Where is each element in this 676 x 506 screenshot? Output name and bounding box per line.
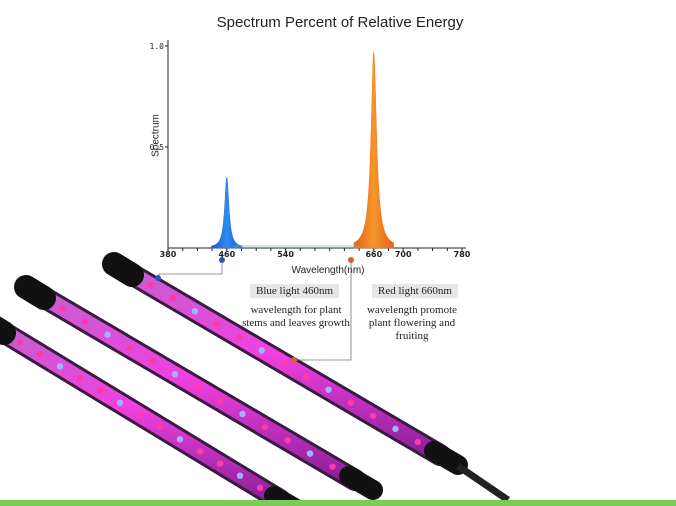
led-dot xyxy=(176,436,184,443)
led-dot xyxy=(236,334,243,341)
y-tick-label: 1.0 xyxy=(150,42,165,51)
led-dot xyxy=(213,321,221,328)
led-dot xyxy=(216,397,224,404)
blue-light-label: Blue light 460nm xyxy=(250,284,339,298)
led-dot xyxy=(76,375,84,382)
led-dot xyxy=(325,386,332,393)
grow-light-tube-2-end-cap xyxy=(14,275,56,310)
blue-desc-line1: wavelength for plant xyxy=(250,304,342,316)
red-desc-line2: plant flowering and fruiting xyxy=(368,317,456,342)
led-dot xyxy=(261,423,269,431)
led-dot xyxy=(116,399,124,407)
x-tick-label: 540 xyxy=(277,250,294,259)
spectrum-peak-red xyxy=(353,52,394,249)
bottom-green-bar xyxy=(0,500,676,506)
led-dot xyxy=(280,360,288,367)
blue-light-description: wavelength for plant stems and leaves gr… xyxy=(236,304,356,330)
led-dot xyxy=(149,357,156,365)
x-axis-label: Wavelength(nm) xyxy=(291,265,365,276)
grow-light-tube-1-base-cap xyxy=(424,441,468,475)
led-dot xyxy=(194,384,201,391)
red-light-description: wavelength promote plant flowering and f… xyxy=(356,304,468,343)
led-dot xyxy=(96,387,104,394)
y-tick-label: 0.5 xyxy=(150,143,165,152)
blue-desc-line2: stems and leaves growth xyxy=(242,317,350,329)
red-light-label: Red light 660nm xyxy=(372,284,458,298)
x-tick-label: 380 xyxy=(160,250,177,259)
led-dot xyxy=(256,484,264,492)
x-tick-label: 700 xyxy=(395,250,412,259)
led-dot xyxy=(369,412,377,419)
led-dot xyxy=(196,448,204,455)
red-peak-marker xyxy=(348,257,354,263)
led-dot xyxy=(147,281,154,289)
led-dot xyxy=(36,351,44,358)
red-desc-line1: wavelength promote xyxy=(366,304,458,316)
x-tick-label: 660 xyxy=(365,250,382,259)
x-tick-label: 780 xyxy=(454,250,471,259)
grow-light-tube-3-end-cap xyxy=(0,316,16,345)
led-dot xyxy=(392,425,399,433)
led-dot xyxy=(104,331,111,338)
blue-callout-line xyxy=(158,262,223,278)
led-dot xyxy=(59,305,66,312)
led-dot xyxy=(258,347,265,354)
x-tick-label: 460 xyxy=(218,250,235,259)
red-callout-line xyxy=(295,262,352,361)
chart-title: Spectrum Percent of Relative Energy xyxy=(216,14,464,31)
led-dot xyxy=(329,463,336,470)
led-dot xyxy=(347,399,355,406)
red-callout-dot xyxy=(291,357,297,363)
grow-light-tube-2-base-cap xyxy=(339,466,383,500)
spectrum-peak-blue xyxy=(211,176,243,249)
led-dot xyxy=(216,460,224,467)
led-dot xyxy=(56,363,64,370)
baseline-spectrum xyxy=(234,245,360,248)
grow-light-tube-1-end-cap xyxy=(102,252,144,287)
led-dot xyxy=(171,371,179,378)
led-dot xyxy=(136,411,144,419)
led-dot xyxy=(306,450,314,457)
gooseneck-cable xyxy=(456,463,510,503)
led-dot xyxy=(284,437,291,444)
blue-peak-marker xyxy=(219,257,225,263)
led-dot xyxy=(239,410,246,418)
led-dot xyxy=(236,472,244,479)
led-dot xyxy=(16,338,24,346)
led-dot xyxy=(81,318,89,325)
led-dot xyxy=(169,294,176,302)
blue-callout-dot xyxy=(155,275,161,281)
led-dot xyxy=(191,308,199,315)
led-dot xyxy=(303,373,310,380)
led-dot xyxy=(156,423,164,431)
led-dot xyxy=(126,344,134,352)
led-dot xyxy=(414,438,421,446)
